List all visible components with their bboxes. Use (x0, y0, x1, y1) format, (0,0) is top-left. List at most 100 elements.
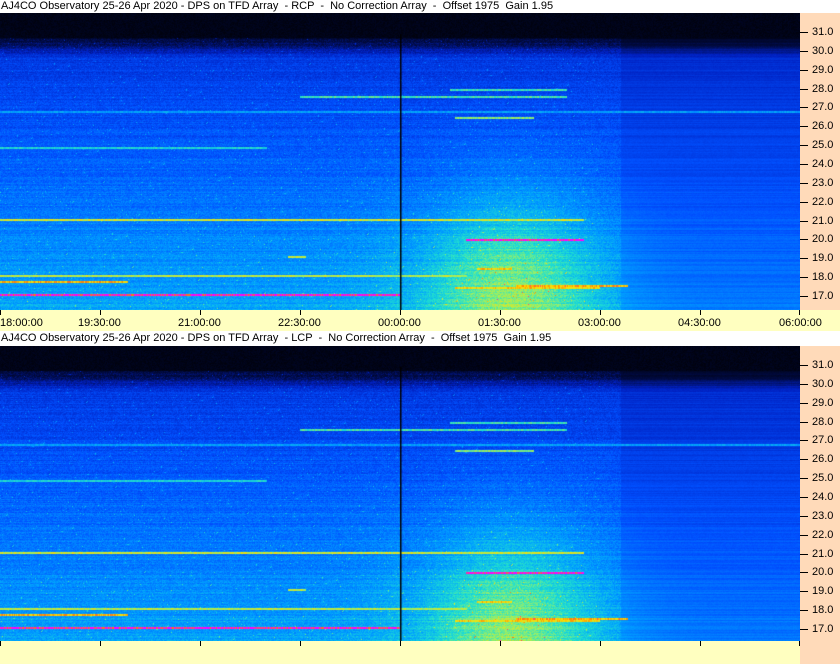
frequency-tick: 28.0 (800, 83, 840, 95)
time-tick (700, 310, 701, 315)
tick-mark (800, 107, 808, 109)
frequency-label: 28.0 (812, 415, 834, 428)
frequency-tick: 25.0 (800, 139, 840, 151)
frequency-label: 22.0 (812, 195, 834, 208)
frequency-tick: 24.0 (800, 491, 840, 503)
frequency-tick: 28.0 (800, 416, 840, 428)
tick-mark (800, 591, 808, 593)
time-tick (100, 310, 101, 315)
frequency-label: 28.0 (812, 82, 834, 95)
frequency-label: 25.0 (812, 139, 834, 152)
frequency-tick: 26.0 (800, 453, 840, 465)
tick-mark (800, 258, 808, 260)
frequency-label: 26.0 (812, 120, 834, 133)
tick-mark (800, 440, 808, 442)
tick-mark (800, 553, 808, 555)
time-tick (400, 641, 401, 646)
tick-mark (800, 69, 808, 71)
tick-mark (800, 201, 808, 203)
frequency-tick: 23.0 (800, 510, 840, 522)
tick-mark (800, 572, 808, 574)
tick-mark (800, 421, 808, 423)
frequency-tick: 31.0 (800, 359, 840, 371)
frequency-label: 26.0 (812, 453, 834, 466)
frequency-label: 17.0 (812, 289, 834, 302)
frequency-tick: 26.0 (800, 120, 840, 132)
time-tick (0, 310, 1, 315)
tick-mark (800, 126, 808, 128)
frequency-label: 22.0 (812, 528, 834, 541)
tick-mark (800, 478, 808, 480)
frequency-label: 19.0 (812, 252, 834, 265)
frequency-tick: 30.0 (800, 378, 840, 390)
time-tick (200, 310, 201, 315)
time-label: 04:30:00 (678, 317, 721, 329)
time-tick (799, 310, 800, 315)
time-tick (300, 310, 301, 315)
frequency-tick: 19.0 (800, 585, 840, 597)
time-tick (400, 310, 401, 315)
frequency-tick: 31.0 (800, 26, 840, 38)
tick-mark (800, 163, 808, 165)
time-label: 01:30:00 (478, 317, 521, 329)
tick-mark (800, 50, 808, 52)
time-tick (600, 310, 601, 315)
tick-mark (800, 383, 808, 385)
frequency-tick: 27.0 (800, 434, 840, 446)
frequency-tick: 17.0 (800, 290, 840, 302)
frequency-tick: 23.0 (800, 177, 840, 189)
frequency-tick: 21.0 (800, 215, 840, 227)
time-tick (200, 641, 201, 646)
frequency-tick: 18.0 (800, 271, 840, 283)
frequency-label: 21.0 (812, 214, 834, 227)
tick-mark (800, 220, 808, 222)
frequency-label: 24.0 (812, 490, 834, 503)
frequency-tick: 29.0 (800, 397, 840, 409)
frequency-axis-rcp: 31.0 30.0 29.0 28.0 27.0 26.0 25.0 24.0 23.0 22.0… (800, 13, 840, 310)
frequency-label: 23.0 (812, 176, 834, 189)
tick-mark (800, 515, 808, 517)
tick-mark (800, 496, 808, 498)
frequency-label: 18.0 (812, 271, 834, 284)
frequency-label: 30.0 (812, 377, 834, 390)
frequency-tick: 29.0 (800, 64, 840, 76)
frequency-label: 20.0 (812, 566, 834, 579)
tick-mark (800, 610, 808, 612)
tick-mark (800, 402, 808, 404)
time-label: 22:30:00 (278, 317, 321, 329)
frequency-tick: 22.0 (800, 196, 840, 208)
tick-mark (800, 534, 808, 536)
time-axis-lcp (0, 641, 800, 664)
frequency-tick: 19.0 (800, 252, 840, 264)
tick-mark (800, 295, 808, 297)
time-tick (0, 641, 1, 646)
frequency-label: 31.0 (812, 359, 834, 371)
frequency-label: 19.0 (812, 585, 834, 598)
spectrogram-rcp (0, 13, 800, 310)
panel-title-rcp: AJ4CO Observatory 25-26 Apr 2020 - DPS o… (0, 0, 840, 13)
frequency-tick: 21.0 (800, 548, 840, 560)
time-tick (799, 641, 800, 646)
tick-mark (800, 88, 808, 90)
frequency-label: 30.0 (812, 44, 834, 57)
frequency-axis-lcp: 31.0 30.0 29.0 28.0 27.0 26.0 25.0 24.0 23.0 22.0… (800, 346, 840, 664)
time-tick (600, 641, 601, 646)
frequency-label: 29.0 (812, 396, 834, 409)
tick-mark (800, 182, 808, 184)
frequency-tick: 17.0 (800, 623, 840, 635)
time-tick (100, 641, 101, 646)
frequency-tick: 30.0 (800, 45, 840, 57)
time-axis-rcp: 18:00:00 19:30:00 21:00:00 22:30:00 00:00:00… (0, 310, 840, 331)
frequency-label: 25.0 (812, 472, 834, 485)
tick-mark (800, 239, 808, 241)
frequency-label: 27.0 (812, 101, 834, 114)
tick-mark (800, 365, 808, 366)
frequency-tick: 18.0 (800, 604, 840, 616)
frequency-tick: 24.0 (800, 158, 840, 170)
frequency-label: 23.0 (812, 509, 834, 522)
frequency-label: 18.0 (812, 604, 834, 617)
frequency-label: 27.0 (812, 434, 834, 447)
frequency-label: 31.0 (812, 26, 834, 38)
frequency-label: 17.0 (812, 622, 834, 635)
frequency-tick: 25.0 (800, 472, 840, 484)
